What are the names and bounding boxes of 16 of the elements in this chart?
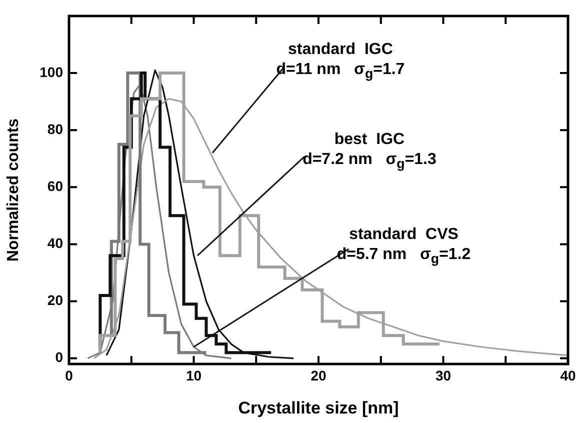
y-tick-label: 80: [47, 120, 64, 137]
x-tick-label: 20: [310, 367, 326, 384]
y-tick-label: 100: [40, 64, 64, 80]
y-tick-label: 60: [47, 178, 64, 194]
y-tick-label: 40: [47, 235, 64, 252]
x-tick-label: 10: [186, 367, 202, 384]
y-tick-label: 20: [47, 292, 64, 308]
y-axis-title: Normalized counts: [5, 118, 22, 262]
x-axis-title: Crystallite size [nm]: [238, 398, 399, 418]
x-tick-label: 40: [560, 367, 576, 384]
annotation: standard IGC d=11 nm σ$_{g}$=1.7: [276, 40, 405, 83]
annotation: standard CVS d=5.7 nm σ$_{g}$=1.2: [336, 224, 471, 268]
x-tick-label: 30: [435, 367, 452, 384]
annotation: best IGC d=7.2 nm σ$_{g}$=1.3: [302, 130, 436, 173]
x-tick-label: 0: [65, 367, 74, 384]
y-tick-label: 0: [55, 349, 64, 366]
